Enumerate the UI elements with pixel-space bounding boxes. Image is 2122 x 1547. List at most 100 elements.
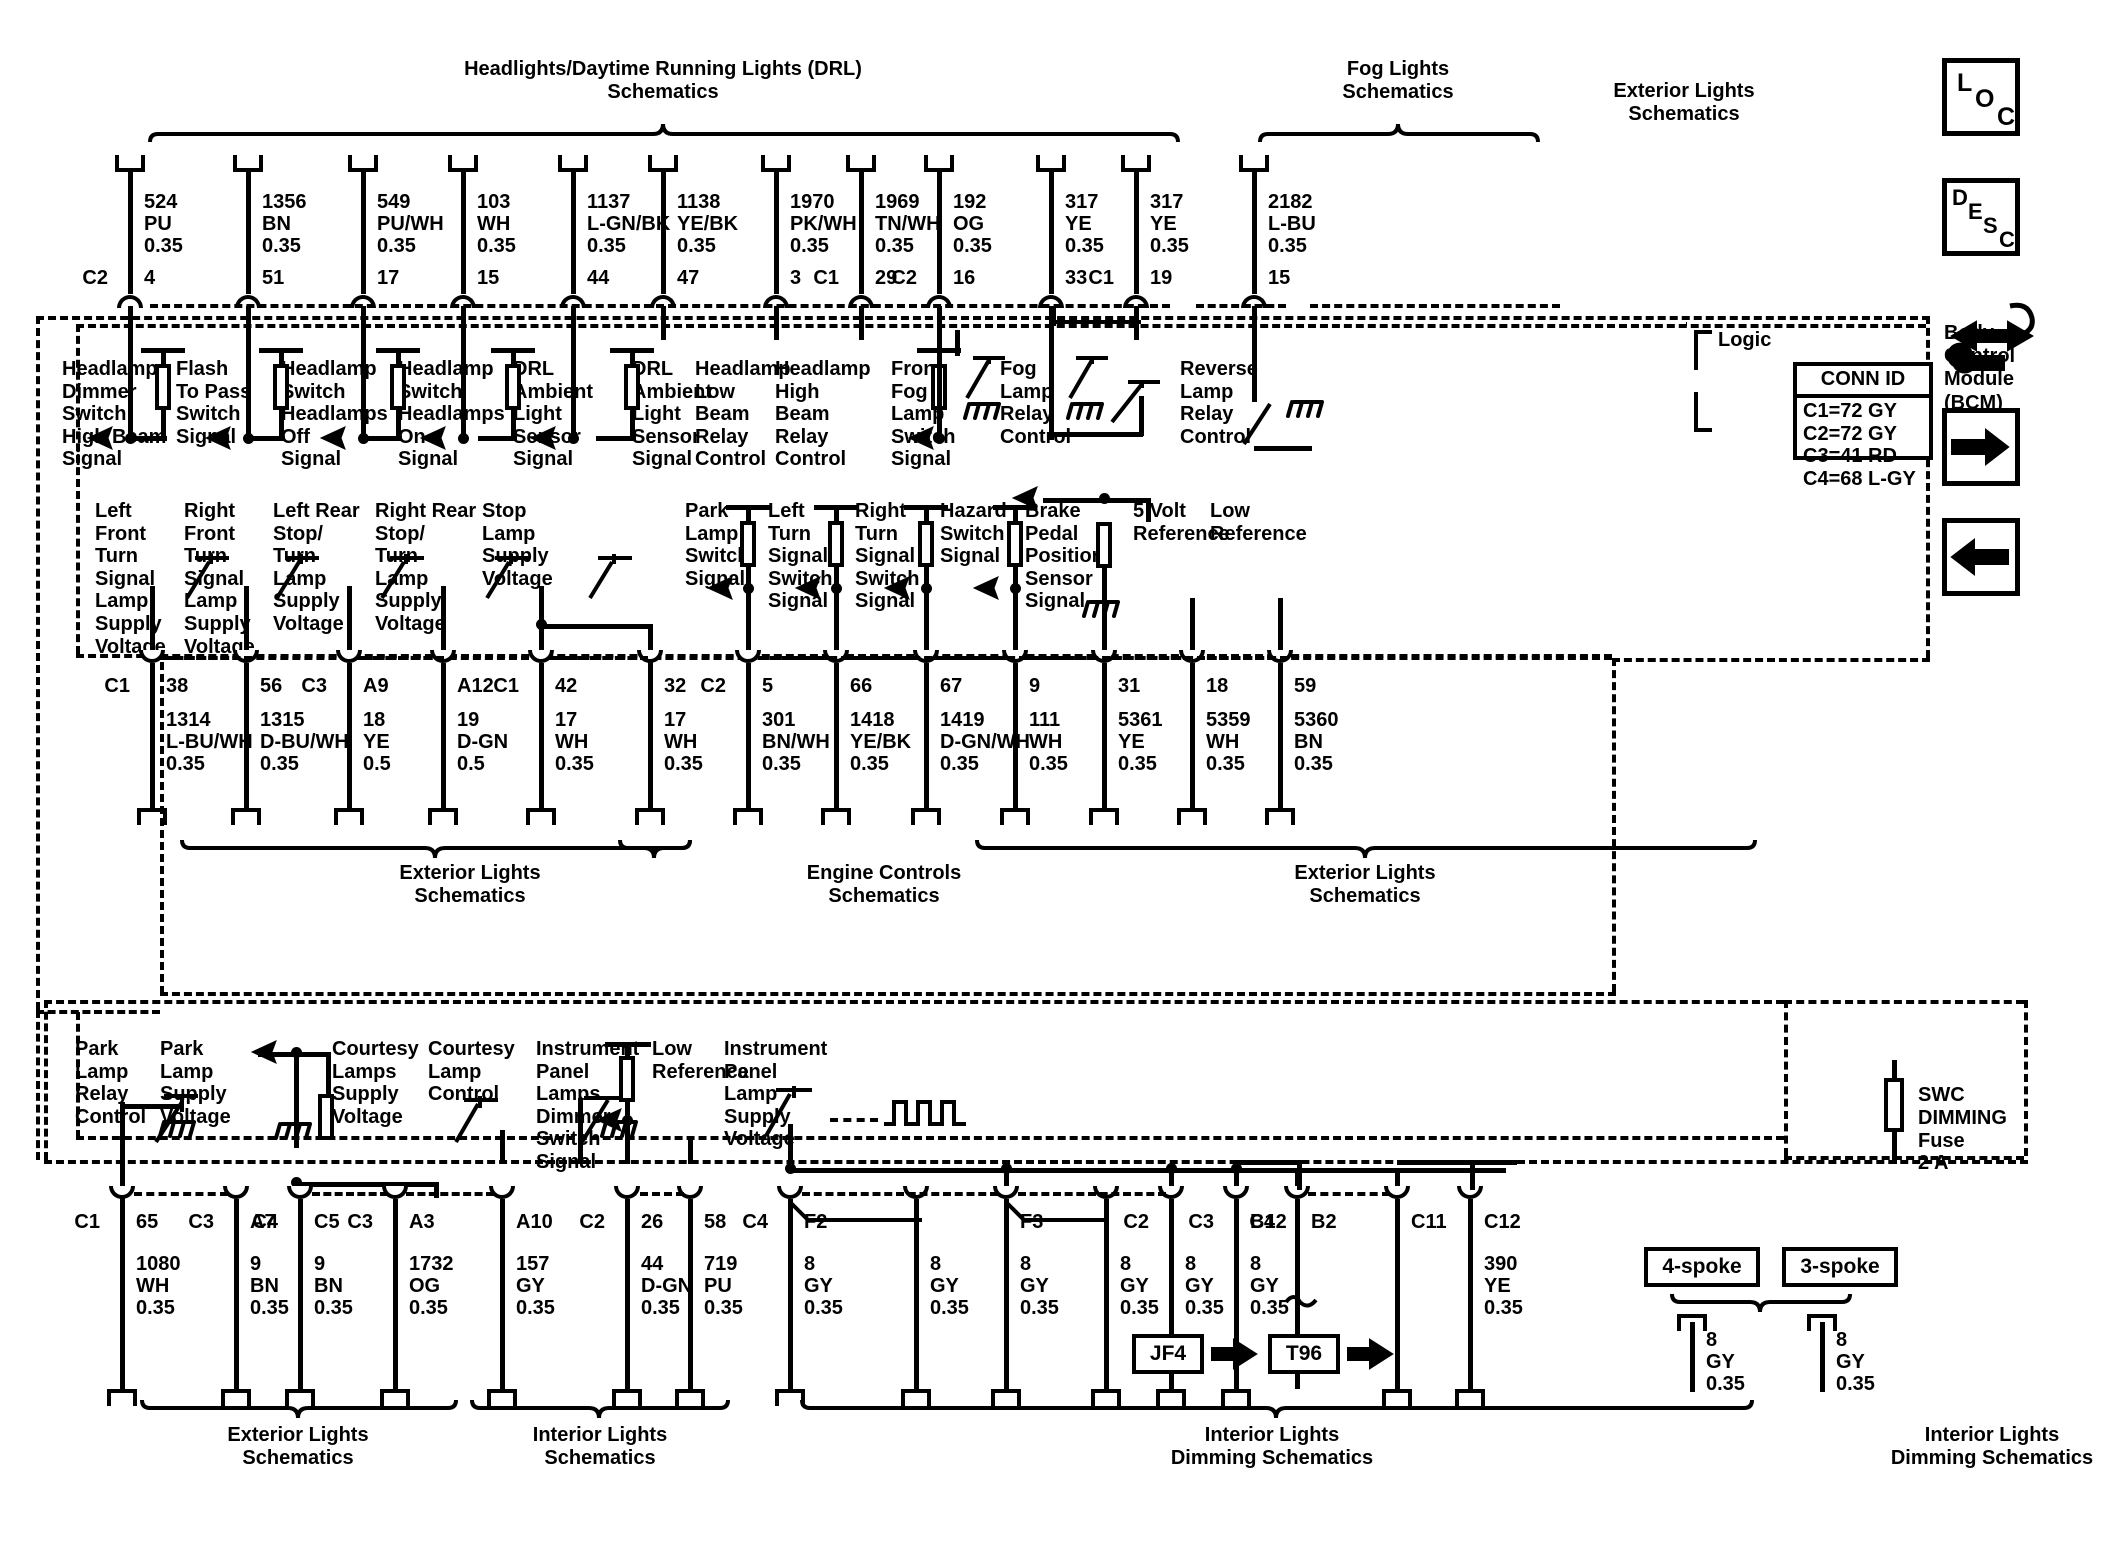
top-group-bracket-headlights (148, 123, 1180, 143)
component-symbol (273, 364, 289, 410)
wire-gauge: 0.35 (555, 753, 594, 775)
pin-number: 65 (136, 1211, 159, 1233)
wire-segment (128, 306, 133, 340)
four-spoke-box[interactable]: 4-spoke (1644, 1247, 1760, 1287)
connector-id: C1 (104, 675, 130, 697)
connector-terminal (1265, 808, 1295, 825)
wire-segment (924, 663, 929, 808)
pin-number: B2 (1311, 1211, 1337, 1233)
boundary-dash (1196, 304, 1286, 308)
connector-terminal (635, 808, 665, 825)
wire-segment (279, 410, 284, 440)
wire-segment (393, 1199, 398, 1389)
wire-segment (1892, 1132, 1897, 1164)
signal-label: Brake Pedal Position Sensor Signal (1025, 500, 1104, 613)
pin-number: 15 (1268, 267, 1291, 289)
mid-group-bracket-1 (618, 839, 692, 859)
wire-segment (648, 663, 653, 808)
wire-segment (478, 436, 517, 441)
wire-segment (1013, 588, 1018, 662)
wire-segment (246, 306, 251, 340)
connector-terminal (991, 1389, 1021, 1406)
arrow-left-icon (595, 1108, 622, 1132)
wire-gauge: 0.35 (1250, 1297, 1289, 1319)
wire-color: WH (1206, 731, 1240, 753)
bottom-group-title-1: Interior Lights Schematics (532, 1424, 668, 1469)
wire-segment (347, 663, 352, 808)
pin-number: 3 (790, 267, 802, 289)
three-spoke-box[interactable]: 3-spoke (1782, 1247, 1898, 1287)
arrow-left-icon (907, 426, 934, 450)
wire-segment (859, 172, 864, 294)
connector-terminal (231, 808, 261, 825)
wire-segment (1013, 505, 1018, 521)
wire-gauge: 0.5 (457, 753, 485, 775)
jf4-box[interactable]: JF4 (1132, 1334, 1204, 1374)
wire-circuit: 8 (1836, 1329, 1848, 1351)
wire-segment (625, 1102, 630, 1164)
arrow-left-icon (1011, 486, 1038, 510)
connector-terminal (761, 155, 791, 172)
boundary-dash (312, 1192, 388, 1196)
boundary-dash (830, 1118, 878, 1122)
connector-terminal (428, 808, 458, 825)
wire-circuit: 17 (555, 709, 578, 731)
pin-number: 17 (377, 267, 400, 289)
connector-id: C3 (347, 1211, 373, 1233)
wire-segment (1134, 172, 1139, 294)
boundary-dash (44, 1000, 48, 1160)
wire-segment (661, 172, 666, 294)
connector-terminal (1121, 155, 1151, 172)
wire-segment (1190, 663, 1195, 808)
mid-group-title-1: Engine Controls Schematics (806, 862, 962, 907)
pin-number: 15 (477, 267, 500, 289)
supply-switch-symbol (485, 554, 529, 600)
wire-color: D-BU/WH (260, 731, 349, 753)
wire-color: GY (516, 1275, 545, 1297)
wire-segment (788, 1199, 793, 1389)
wire-segment (774, 172, 779, 294)
wire-circuit: 19 (457, 709, 480, 731)
connector-pin (109, 1186, 135, 1199)
wire-color: PK/WH (790, 213, 857, 235)
wire-segment (788, 1124, 793, 1164)
connector-id: C2 (891, 267, 917, 289)
wire-segment (1102, 663, 1107, 808)
wire-color: BN (262, 213, 291, 235)
wire-segment (834, 567, 839, 589)
pin-number: C12 (1484, 1211, 1521, 1233)
wire-segment (396, 410, 401, 440)
wire-color: BN/WH (762, 731, 830, 753)
wire-gauge: 0.35 (804, 1297, 843, 1319)
wire-segment (688, 1136, 693, 1164)
pin-number: 31 (1118, 675, 1141, 697)
fog-relay-switch (1110, 380, 1160, 424)
arrow-left-icon (706, 576, 733, 600)
connector-terminal (675, 1389, 705, 1406)
wire-segment (461, 340, 466, 440)
wire-circuit: 1356 (262, 191, 307, 213)
wire-segment (161, 348, 166, 364)
pin-number: 58 (704, 1211, 727, 1233)
wire-segment (120, 1199, 125, 1389)
wire-segment (625, 1042, 630, 1056)
wire-color: YE (1118, 731, 1145, 753)
signal-label: Park Lamp Switch Signal (685, 500, 750, 590)
pulse-waveform-icon (884, 1100, 966, 1126)
component-symbol (155, 364, 171, 410)
wire-gauge: 0.35 (930, 1297, 969, 1319)
wire-segment (122, 1104, 178, 1109)
wire-segment (1278, 598, 1283, 662)
wire-segment (441, 586, 446, 662)
wire-gauge: 0.35 (1120, 1297, 1159, 1319)
junction-dot (125, 433, 136, 444)
connector-id: C2 (82, 267, 108, 289)
connector-pin (614, 1186, 640, 1199)
wire-circuit: 8 (930, 1253, 942, 1275)
wire-segment (1694, 330, 1698, 370)
wire-gauge: 0.35 (790, 235, 829, 257)
t96-box[interactable]: T96 (1268, 1334, 1340, 1374)
wire-color: YE (1484, 1275, 1511, 1297)
